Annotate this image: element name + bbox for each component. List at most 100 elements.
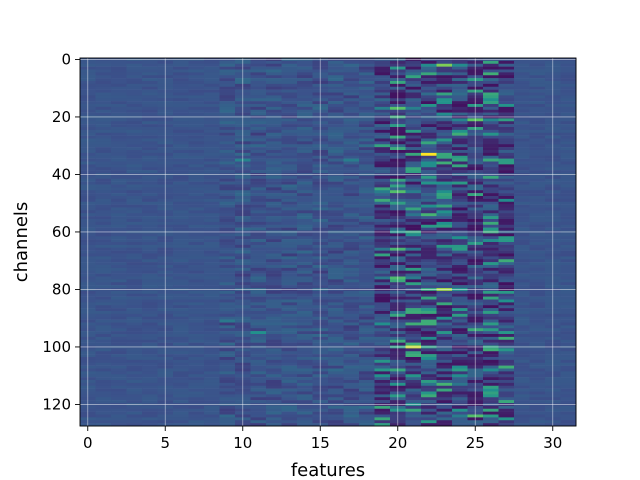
heatmap-cell	[560, 224, 577, 228]
heatmap-cell	[359, 388, 375, 392]
heatmap-cell	[297, 391, 313, 395]
heatmap-cell	[498, 164, 515, 168]
heatmap-cell	[359, 362, 375, 366]
heatmap-cell	[498, 365, 515, 369]
heatmap-cell	[142, 213, 158, 217]
heatmap-cell	[95, 124, 112, 128]
heatmap-cell	[204, 207, 220, 211]
heatmap-cell	[343, 408, 360, 412]
heatmap-cell	[266, 336, 282, 341]
heatmap-cell	[421, 104, 437, 108]
heatmap-cell	[281, 377, 298, 381]
heatmap-cell	[111, 400, 127, 404]
heatmap-cell	[111, 394, 127, 398]
heatmap-cell	[173, 382, 189, 387]
heatmap-cell	[421, 198, 437, 203]
heatmap-cell	[126, 187, 143, 191]
heatmap-cell	[250, 420, 267, 424]
heatmap-cell	[328, 175, 344, 180]
heatmap-cell	[173, 81, 189, 85]
heatmap-cell	[219, 305, 236, 309]
heatmap-cell	[250, 89, 267, 93]
heatmap-cell	[343, 290, 360, 295]
heatmap-cell	[343, 282, 360, 286]
heatmap-cell	[452, 109, 468, 113]
heatmap-cell	[421, 170, 437, 174]
heatmap-cell	[405, 104, 422, 108]
heatmap-cell	[483, 270, 499, 274]
heatmap-cell	[359, 190, 375, 194]
heatmap-cell	[142, 187, 158, 191]
heatmap-cell	[374, 118, 391, 122]
heatmap-cell	[219, 250, 236, 254]
heatmap-cell	[126, 279, 143, 283]
heatmap-cell	[359, 210, 375, 214]
heatmap-cell	[173, 89, 189, 93]
heatmap-cell	[126, 147, 143, 151]
heatmap-cell	[436, 190, 453, 194]
heatmap-cell	[374, 89, 391, 93]
heatmap-cell	[514, 181, 530, 185]
heatmap-cell	[560, 250, 577, 254]
heatmap-cell	[204, 89, 220, 93]
heatmap-cell	[405, 388, 422, 392]
heatmap-cell	[374, 420, 391, 424]
heatmap-cell	[126, 152, 143, 157]
heatmap-cell	[328, 204, 344, 208]
heatmap-cell	[111, 313, 127, 318]
heatmap-cell	[219, 293, 236, 297]
heatmap-cell	[173, 150, 189, 154]
heatmap-cell	[142, 141, 158, 145]
heatmap-cell	[297, 279, 313, 283]
heatmap-cell	[188, 132, 205, 136]
heatmap-cell	[452, 351, 468, 355]
heatmap-cell	[173, 411, 189, 415]
heatmap-cell	[188, 397, 205, 401]
heatmap-cell	[529, 296, 546, 300]
heatmap-cell	[95, 106, 112, 111]
heatmap-cell	[560, 155, 577, 159]
heatmap-cell	[374, 262, 391, 266]
heatmap-cell	[529, 135, 546, 139]
heatmap-cell	[514, 305, 530, 309]
heatmap-cell	[204, 219, 220, 223]
heatmap-cell	[297, 63, 313, 67]
heatmap-cell	[514, 196, 530, 200]
heatmap-cell	[343, 83, 360, 88]
heatmap-cell	[126, 86, 143, 90]
heatmap-cell	[204, 293, 220, 297]
heatmap-cell	[514, 233, 530, 237]
heatmap-cell	[204, 181, 220, 185]
heatmap-cell	[297, 273, 313, 277]
heatmap-cell	[405, 236, 422, 240]
heatmap-cell	[328, 250, 344, 254]
heatmap-cell	[436, 339, 453, 343]
heatmap-cell	[142, 86, 158, 90]
heatmap-cell	[452, 325, 468, 329]
heatmap-cell	[173, 256, 189, 260]
heatmap-cell	[405, 313, 422, 318]
heatmap-cell	[219, 400, 236, 404]
heatmap-cell	[297, 380, 313, 384]
heatmap-cell	[281, 98, 298, 102]
heatmap-cell	[560, 210, 577, 214]
heatmap-cell	[328, 244, 344, 249]
heatmap-cell	[436, 178, 453, 182]
heatmap-cell	[142, 101, 158, 105]
heatmap-cell	[173, 236, 189, 240]
heatmap-cell	[529, 213, 546, 217]
heatmap-cell	[266, 167, 282, 171]
heatmap-cell	[142, 328, 158, 332]
heatmap-cell	[188, 247, 205, 251]
heatmap-cell	[297, 72, 313, 76]
heatmap-cell	[328, 219, 344, 223]
heatmap-cell	[560, 405, 577, 410]
heatmap-cell	[142, 293, 158, 297]
heatmap-cell	[142, 219, 158, 223]
heatmap-cell	[111, 334, 127, 338]
heatmap-cell	[452, 411, 468, 415]
heatmap-cell	[421, 279, 437, 283]
heatmap-cell	[188, 334, 205, 338]
heatmap-cell	[498, 167, 515, 171]
heatmap-cell	[405, 371, 422, 375]
